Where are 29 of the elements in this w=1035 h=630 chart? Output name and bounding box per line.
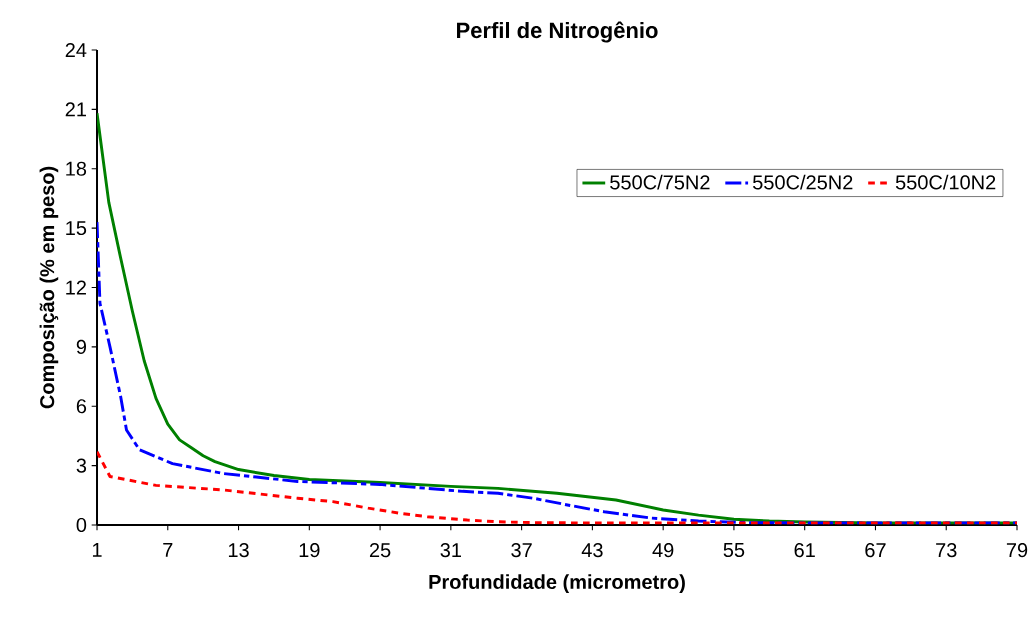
x-tick-label: 37 [511,543,532,558]
y-tick-label: 12 [66,280,86,295]
y-tick-label: 0 [76,517,87,533]
x-axis-title: Profundidade (micrometro) [429,574,685,593]
legend-label: 550C/25N2 [753,174,853,190]
x-tick-label: 55 [723,543,745,557]
x-tick-label: 79 [1006,543,1028,558]
x-tick-label: 19 [299,543,320,558]
y-tick-label: 15 [66,221,87,236]
x-tick-label: 61 [794,543,815,558]
x-tick-label: 31 [440,543,461,558]
x-tick-label: 43 [581,543,603,558]
y-tick-label: 21 [65,102,86,117]
x-tick-label: 67 [865,543,886,558]
y-tick-label: 3 [76,458,87,473]
y-tick-label: 18 [66,161,87,176]
x-tick-label: 73 [936,543,957,558]
x-tick-label: 13 [228,543,249,558]
y-axis-title: Composição (% em peso) [39,166,59,409]
x-tick-label: 1 [92,543,102,557]
chart-title: Perfil de Nitrogênio [457,21,658,43]
y-tick-label: 6 [76,399,87,414]
x-tick-label: 49 [652,543,674,558]
legend-label: 550C/10N2 [895,174,996,190]
y-tick-label: 24 [65,43,87,57]
legend-label: 550C/75N2 [610,174,710,190]
y-tick-label: 9 [76,339,86,354]
x-tick-label: 7 [163,543,173,557]
x-tick-label: 25 [369,543,391,558]
